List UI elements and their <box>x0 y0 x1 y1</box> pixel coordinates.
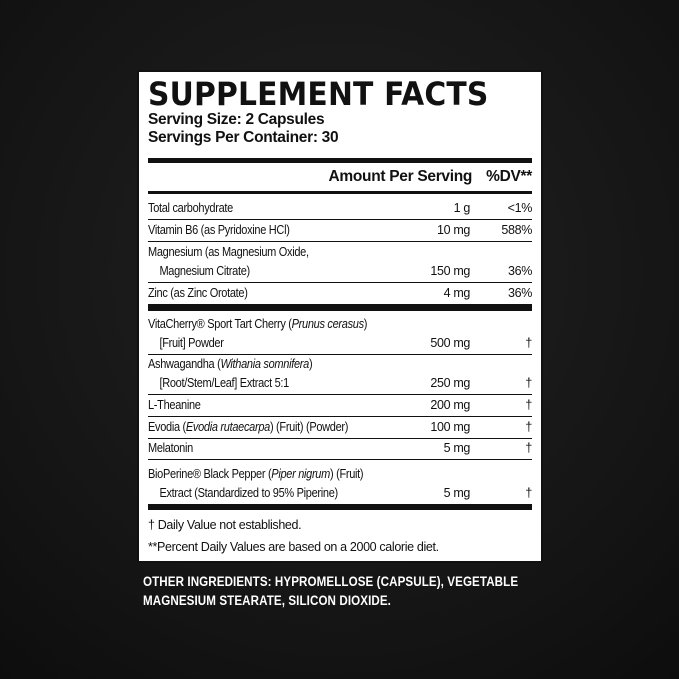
panel-title: SUPPLEMENT FACTS <box>148 75 489 113</box>
divider-thick <box>148 304 532 311</box>
latin-name: Withania somnifera <box>220 357 309 371</box>
other-ingredients-line: OTHER INGREDIENTS: HYPROMELLOSE (CAPSULE… <box>143 574 519 589</box>
ingredient-name: Ashwagandha (Withania somnifera) [Root/St… <box>148 355 398 393</box>
name-text: Ashwagandha ( <box>148 357 221 371</box>
nutrient-row: Total carbohydrate 1 g <1% <box>148 194 532 220</box>
dv-header: %DV** <box>486 168 532 185</box>
nutrient-name: Magnesium (as Magnesium Oxide, Magnesium … <box>148 243 398 281</box>
amount: 10 mg <box>437 223 470 237</box>
daily-value: 36% <box>508 286 532 300</box>
ingredient-name-line1: Melatonin <box>148 439 368 458</box>
nutrient-name: Total carbohydrate <box>148 199 398 218</box>
nutrient-row: Zinc (as Zinc Orotate) 4 mg 36% <box>148 283 532 304</box>
amount: 150 mg <box>430 264 470 278</box>
footnote: **Percent Daily Values are based on a 20… <box>148 540 439 554</box>
daily-value: † <box>525 376 532 390</box>
ingredient-name: L-Theanine <box>148 396 398 415</box>
divider-medium <box>148 191 532 194</box>
name-text: VitaCherry® Sport Tart Cherry ( <box>148 317 292 331</box>
ingredient-name: Melatonin <box>148 439 398 458</box>
other-ingredients: OTHER INGREDIENTS: HYPROMELLOSE (CAPSULE… <box>143 572 518 610</box>
daily-value: 588% <box>501 223 532 237</box>
ingredient-name: VitaCherry® Sport Tart Cherry (Prunus ce… <box>148 315 398 353</box>
latin-name: Piper nigrum <box>271 467 330 481</box>
ingredient-row: VitaCherry® Sport Tart Cherry (Prunus ce… <box>148 311 532 355</box>
amount: 100 mg <box>430 420 470 434</box>
latin-name: Evodia rutaecarpa <box>185 420 270 434</box>
footnotes: † Daily Value not established. **Percent… <box>148 510 532 558</box>
ingredient-name-line1: L-Theanine <box>148 396 368 415</box>
ingredient-name-line1: Ashwagandha (Withania somnifera) <box>148 355 368 374</box>
name-text: Evodia ( <box>148 420 186 434</box>
footnote: † Daily Value not established. <box>148 518 302 532</box>
daily-value: 36% <box>508 264 532 278</box>
servings-per-container: Servings Per Container: 30 <box>148 129 339 146</box>
amount: 200 mg <box>430 398 470 412</box>
ingredient-name: BioPerine® Black Pepper (Piper nigrum) (… <box>148 465 398 503</box>
latin-name: Prunus cerasus <box>291 317 364 331</box>
name-text: ) (Fruit) (Powder) <box>269 420 349 434</box>
name-text: Melatonin <box>148 441 193 455</box>
divider-thick <box>148 504 532 510</box>
ingredient-name-line1: BioPerine® Black Pepper (Piper nigrum) (… <box>148 465 368 484</box>
amount: 250 mg <box>430 376 470 390</box>
serving-size: Serving Size: 2 Capsules <box>148 111 325 128</box>
ingredient-rows: VitaCherry® Sport Tart Cherry (Prunus ce… <box>148 311 532 504</box>
daily-value: † <box>525 398 532 412</box>
nutrient-row: Vitamin B6 (as Pyridoxine HCl) 10 mg 588% <box>148 220 532 242</box>
nutrient-row: Magnesium (as Magnesium Oxide, Magnesium … <box>148 242 532 283</box>
nutrient-rows: Total carbohydrate 1 g <1% Vitamin B6 (as P… <box>148 194 532 304</box>
amount-header: Amount Per Serving <box>328 168 473 185</box>
column-header: Amount Per Serving %DV** <box>148 163 533 191</box>
daily-value: † <box>525 486 532 500</box>
nutrient-name-line1: Magnesium (as Magnesium Oxide, <box>148 245 309 259</box>
daily-value: † <box>525 441 532 455</box>
ingredient-name: Evodia (Evodia rutaecarpa) (Fruit) (Powd… <box>148 418 398 437</box>
name-text: ) (Fruit) <box>329 467 364 481</box>
daily-value: † <box>525 420 532 434</box>
ingredient-name-line1: VitaCherry® Sport Tart Cherry (Prunus ce… <box>148 315 368 334</box>
ingredient-name-line2: [Fruit] Powder <box>159 336 224 350</box>
ingredient-name-line2: [Root/Stem/Leaf] Extract 5:1 <box>159 376 290 390</box>
amount: 4 mg <box>443 286 471 300</box>
name-text: L-Theanine <box>148 398 201 412</box>
ingredient-row: Melatonin 5 mg † <box>148 439 532 460</box>
nutrient-name: Zinc (as Zinc Orotate) <box>148 284 398 303</box>
supplement-facts-panel: SUPPLEMENT FACTS Serving Size: 2 Capsule… <box>137 70 543 563</box>
ingredient-row: Evodia (Evodia rutaecarpa) (Fruit) (Powd… <box>148 417 532 439</box>
daily-value: <1% <box>507 201 533 215</box>
name-text: BioPerine® Black Pepper ( <box>148 467 272 481</box>
name-text: ) <box>308 357 313 371</box>
amount: 5 mg <box>443 441 471 455</box>
name-text: ) <box>363 317 368 331</box>
ingredient-row: Ashwagandha (Withania somnifera) [Root/St… <box>148 355 532 395</box>
ingredient-name-line2: Extract (Standardized to 95% Piperine) <box>159 486 338 500</box>
daily-value: † <box>525 336 532 350</box>
ingredient-row: BioPerine® Black Pepper (Piper nigrum) (… <box>148 460 532 504</box>
nutrient-name-line2: Magnesium Citrate) <box>159 264 250 278</box>
amount: 1 g <box>453 201 471 215</box>
nutrient-name-line1: Zinc (as Zinc Orotate) <box>148 286 248 300</box>
ingredient-row: L-Theanine 200 mg † <box>148 395 532 417</box>
nutrient-name-line1: Vitamin B6 (as Pyridoxine HCl) <box>148 223 290 237</box>
amount: 500 mg <box>430 336 470 350</box>
divider-thick <box>148 158 532 163</box>
amount: 5 mg <box>443 486 471 500</box>
ingredient-name-line1: Evodia (Evodia rutaecarpa) (Fruit) (Powd… <box>148 418 368 437</box>
nutrient-name: Vitamin B6 (as Pyridoxine HCl) <box>148 221 398 240</box>
other-ingredients-line: MAGNESIUM STEARATE, SILICON DIOXIDE. <box>143 593 392 608</box>
nutrient-name-line1: Total carbohydrate <box>148 201 233 215</box>
